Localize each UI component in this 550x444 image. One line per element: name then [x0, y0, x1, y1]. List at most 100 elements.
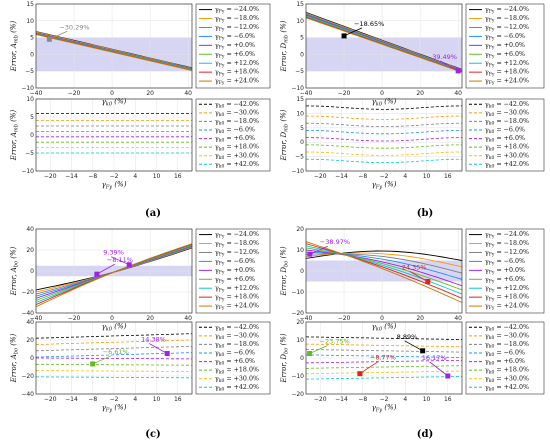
plot-area [306, 11, 462, 73]
annotation-marker [307, 251, 313, 257]
plot-area [36, 113, 192, 154]
series-line-5 [306, 247, 462, 291]
x-tick-label: −20 [338, 315, 351, 322]
legend-entry: γFy​ = +24.0% [215, 303, 259, 312]
dashed-line-4 [306, 137, 462, 142]
x-tick-label: 40 [184, 90, 192, 97]
dashed-line-0 [306, 336, 462, 340]
x-axis-label: γFy​ (%) [102, 404, 127, 414]
y-tick-label: 40 [26, 319, 34, 326]
x-tick-label: −2 [380, 396, 389, 403]
legend-entry: γFy​ = +6.0% [485, 51, 525, 60]
x-tick-label: 4 [133, 396, 137, 403]
y-tick-label: −5 [25, 68, 34, 75]
axes-frame [305, 98, 463, 172]
y-tick-label: 10 [296, 337, 304, 344]
x-tick-label: −2 [380, 173, 389, 180]
y-tick-label: 20 [26, 337, 34, 344]
x-tick-label: −40 [300, 315, 313, 322]
legend: γk0​ = −42.0%γk0​ = −30.0%γk0​ = −18.0%γ… [195, 98, 271, 172]
x-tick-label: 16 [174, 173, 182, 180]
annotation-arrow [111, 256, 130, 266]
legend-entry: γFy​ = −24.0% [215, 231, 259, 240]
legend-box [465, 228, 545, 314]
y-tick-label: 5 [30, 114, 34, 121]
plot-area [36, 31, 192, 71]
annotation-label: −18.65% [354, 20, 384, 28]
dashed-line-3 [306, 130, 462, 135]
x-axis-label: γFy​ (%) [372, 181, 397, 191]
x-tick-label: 10 [423, 173, 431, 180]
legend-entry: γk0​ = +30.0% [215, 152, 259, 161]
y-tick-label: 40 [26, 226, 34, 233]
y-axis-label: Error, Dbo​ (%) [280, 246, 290, 297]
dashed-line-5 [306, 365, 462, 369]
x-axis-label: γFy​ (%) [102, 181, 127, 191]
annotation-label: −8.77% [370, 354, 396, 362]
y-axis-label: Error, Dbo​ (%) [280, 333, 290, 384]
x-tick-label: −8 [358, 173, 367, 180]
legend: γFy​ = −24.0%γFy​ = −18.0%γFy​ = −12.0%γ… [195, 3, 271, 89]
legend-entry: γFy​ = −12.0% [485, 24, 529, 33]
dashed-line-4 [306, 359, 462, 364]
x-axis-label: γk0​ (%) [102, 98, 127, 108]
x-tick-label: −8 [88, 396, 97, 403]
x-tick-label: 10 [153, 173, 161, 180]
x-tick-label: −2 [110, 173, 119, 180]
dashed-line-0 [36, 333, 192, 339]
y-axis-label: Error, Dmb​ (%) [280, 109, 290, 161]
x-tick-label: 16 [444, 173, 452, 180]
x-tick-label: −14 [65, 173, 78, 180]
annotation-label: 39.49% [432, 53, 457, 61]
legend-entry: γk0​ = −42.0% [215, 101, 259, 110]
legend-entry: γk0​ = −6.0% [215, 350, 255, 359]
series-line-8 [36, 243, 192, 308]
legend-entry: γk0​ = +42.0% [215, 161, 259, 170]
annotation-arrow [343, 27, 363, 37]
annotation-arrow [49, 30, 68, 40]
series-line-8 [36, 34, 192, 71]
annotation-arrow [92, 355, 111, 365]
legend-entry: γFy​ = +18.0% [215, 69, 259, 78]
y-tick-label: −20 [21, 373, 34, 380]
y-axis-label: Error, Abo​ (%) [10, 333, 20, 383]
x-tick-label: 20 [416, 315, 424, 322]
dashed-line-6 [36, 370, 192, 372]
legend-box [195, 3, 271, 89]
axes-frame [35, 228, 193, 314]
chart-d-bot: −20 −14 −8 −2 4 10 16 −20 −10 0 10 20 γFy​ (%) Error,… [280, 319, 545, 413]
chart-b-top: −40 −20 0 20 40 −10 −5 0 5 10 15 γk0​ (%) Error, Dmb… [280, 1, 545, 107]
legend-entry: γFy​ = +18.0% [215, 294, 259, 303]
legend-entry: γk0​ = +6.0% [215, 135, 255, 144]
x-tick-label: −2 [110, 396, 119, 403]
y-axis-label: Error, Abo​ (%) [10, 246, 20, 296]
x-tick-label: −20 [338, 90, 351, 97]
legend-entry: γFy​ = +0.0% [485, 267, 525, 276]
x-tick-label: 20 [146, 90, 154, 97]
legend-entry: γFy​ = +6.0% [485, 276, 525, 285]
axes-frame [35, 321, 193, 395]
y-tick-label: −10 [291, 168, 304, 175]
annotation-label: −8.11% [107, 256, 133, 264]
y-tick-label: 15 [296, 96, 304, 103]
legend-entry: γFy​ = −24.0% [485, 231, 529, 240]
legend-entry: γk0​ = −42.0% [485, 101, 529, 110]
series-line-7 [306, 243, 462, 299]
legend: γk0​ = −42.0%γk0​ = −30.0%γk0​ = −18.0%γ… [195, 321, 271, 395]
annotation-label: 16.17% [422, 354, 447, 362]
legend-entry: γk0​ = +6.0% [485, 358, 525, 367]
annotation-label: 8.89% [397, 333, 418, 341]
dashed-line-7 [306, 376, 462, 380]
series-line-8 [306, 241, 462, 303]
y-tick-label: −5 [295, 154, 304, 161]
series-line-6 [306, 245, 462, 295]
y-tick-label: 0 [30, 132, 34, 139]
legend-entry: γFy​ = −18.0% [485, 15, 529, 24]
dashed-line-0 [306, 105, 462, 110]
y-tick-label: −20 [21, 289, 34, 296]
plot-area [306, 105, 462, 164]
legend-entry: γFy​ = +12.0% [215, 60, 259, 69]
annotation-label: 14.38% [141, 336, 166, 344]
